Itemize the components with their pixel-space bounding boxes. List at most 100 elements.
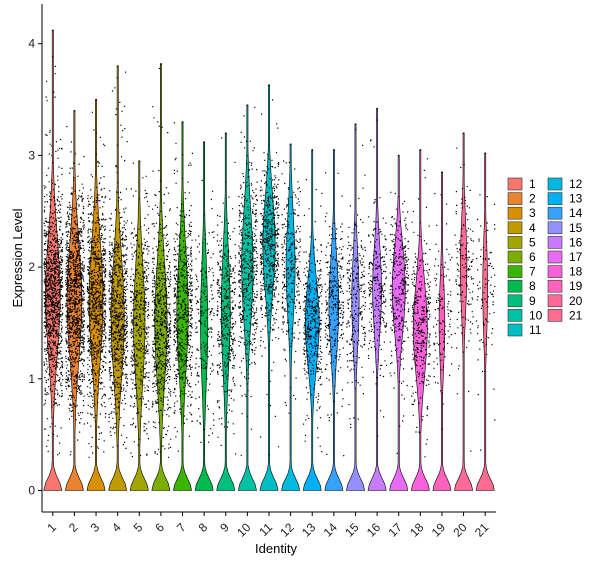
violin-group-12 (281, 143, 302, 491)
max-point-16 (376, 107, 378, 110)
legend-label-15: 15 (569, 221, 583, 235)
legend-swatch-3 (507, 206, 523, 220)
legend-swatch-6 (507, 250, 523, 264)
points-15 (346, 128, 366, 429)
violin-group-15 (346, 123, 366, 491)
violin-group-14 (324, 149, 345, 491)
violin-group-9 (216, 132, 237, 491)
legend-swatch-16 (547, 236, 563, 249)
x-tick-label-1: 1 (44, 520, 59, 535)
plot-area (43, 29, 496, 491)
violin-group-20 (454, 132, 474, 491)
legend-label-17: 17 (569, 250, 583, 264)
legend-label-16: 16 (569, 235, 583, 249)
violin-group-18 (410, 149, 431, 491)
legend-item-18: 18 (547, 265, 583, 279)
violin-group-4 (108, 65, 129, 491)
violin-group-3 (86, 99, 107, 491)
x-tick-label-20: 20 (450, 520, 470, 540)
legend-swatch-8 (507, 279, 523, 293)
x-tick-label-21: 21 (472, 520, 492, 540)
x-tick-label-12: 12 (277, 520, 297, 540)
legend-item-6: 6 (507, 250, 536, 264)
violin-12 (281, 143, 301, 491)
legend-item-9: 9 (507, 294, 536, 308)
max-point-18 (419, 149, 422, 151)
points-21 (475, 194, 496, 451)
legend-swatch-15 (547, 221, 563, 235)
max-point-5 (138, 160, 141, 162)
violin-9 (216, 132, 236, 491)
max-point-21 (484, 152, 486, 154)
max-point-6 (160, 63, 162, 65)
max-point-15 (354, 123, 357, 125)
max-point-1 (52, 29, 54, 32)
max-point-17 (398, 154, 400, 157)
points-11 (259, 99, 280, 456)
legend-item-4: 4 (507, 221, 536, 235)
legend-item-2: 2 (507, 192, 536, 206)
violin-group-2 (64, 110, 85, 491)
legend-item-19: 19 (547, 279, 583, 293)
legend-swatch-17 (547, 250, 563, 264)
legend-item-1: 1 (507, 177, 536, 191)
points-10 (238, 106, 258, 456)
legend-item-21: 21 (547, 308, 583, 322)
max-point-14 (333, 149, 335, 151)
legend-swatch-19 (547, 279, 563, 293)
violin-group-19 (432, 171, 453, 491)
violin-group-10 (237, 104, 258, 491)
legend-swatch-1 (507, 177, 523, 191)
x-tick-label-17: 17 (385, 520, 405, 540)
max-point-8 (203, 141, 205, 143)
x-tick-label-7: 7 (174, 520, 189, 535)
violin-20 (454, 132, 474, 491)
legend-swatch-18 (547, 265, 563, 278)
legend-label-2: 2 (529, 192, 536, 206)
legend-label-18: 18 (569, 265, 583, 279)
legend-item-7: 7 (507, 265, 536, 279)
legend-item-15: 15 (547, 221, 583, 235)
max-point-2 (73, 110, 76, 112)
x-tick-label-8: 8 (196, 520, 211, 535)
legend-item-8: 8 (507, 279, 536, 293)
legend-swatch-11 (507, 323, 523, 337)
x-tick-label-6: 6 (152, 520, 167, 535)
points-9 (216, 137, 237, 455)
legend-item-13: 13 (547, 192, 583, 206)
violin-5 (129, 160, 149, 491)
legend-swatch-14 (547, 206, 563, 220)
legend-label-21: 21 (569, 308, 583, 322)
y-tick-label-1: 1 (28, 372, 35, 386)
legend-label-14: 14 (569, 206, 583, 220)
points-6 (151, 67, 172, 458)
points-13 (303, 179, 323, 453)
max-point-13 (311, 149, 313, 151)
legend-label-4: 4 (529, 221, 536, 235)
x-tick-label-16: 16 (364, 520, 384, 540)
legend-swatch-12 (547, 177, 563, 191)
y-tick-label-4: 4 (28, 37, 35, 51)
x-tick-label-4: 4 (109, 520, 124, 535)
legend-item-14: 14 (547, 206, 583, 220)
legend-swatch-13 (547, 192, 563, 205)
points-17 (389, 191, 410, 454)
points-16 (367, 119, 388, 437)
legend-item-5: 5 (507, 235, 536, 249)
x-tick-label-10: 10 (234, 520, 254, 540)
x-tick-label-11: 11 (256, 520, 275, 539)
violin-16 (367, 108, 387, 491)
legend-item-11: 11 (507, 323, 542, 337)
violin-group-11 (259, 84, 280, 491)
legend-label-3: 3 (529, 206, 536, 220)
violin-8 (194, 141, 214, 491)
violin-17 (389, 155, 409, 491)
x-tick-label-9: 9 (217, 520, 232, 535)
legend-item-12: 12 (547, 177, 583, 191)
x-axis-title: Identity (255, 541, 297, 556)
legend-label-10: 10 (529, 308, 543, 322)
legend-label-5: 5 (529, 235, 536, 249)
x-tick-label-19: 19 (429, 520, 449, 540)
